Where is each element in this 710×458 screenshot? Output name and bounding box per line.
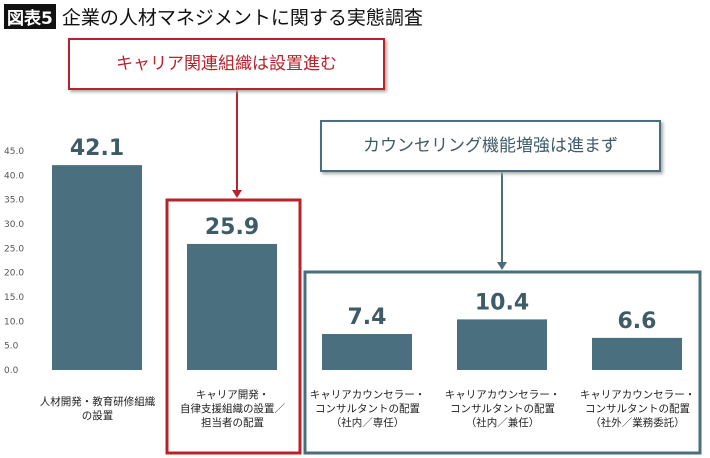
title-text: 企業の人材マネジメントに関する実態調査 [61, 7, 423, 29]
bar-4 [592, 337, 682, 370]
red-callout: キャリア関連組織は設置進む [68, 38, 385, 90]
category-label-line: の設置 [81, 410, 114, 422]
figure-badge: 図表5 [4, 4, 56, 29]
category-label-line: キャリアカウンセラー・ [579, 389, 696, 401]
blue-arrowhead-icon [497, 262, 507, 270]
category-label-line: （社外／業務委託） [590, 417, 685, 429]
value-label: 25.9 [205, 215, 259, 240]
category-label: キャリアカウンセラー・ コンサルタントの配置 （社外／業務委託） [570, 388, 705, 430]
category-label-line: コンサルタントの配置 [450, 403, 555, 415]
bar-0 [52, 165, 142, 370]
chart-title: 図表5 企業の人材マネジメントに関する実態調査 [4, 3, 423, 30]
category-label-line: キャリアカウンセラー・ [444, 389, 561, 401]
bar-2 [322, 333, 412, 370]
red-highlight-box [165, 198, 302, 455]
blue-callout: カウンセリング機能増強は進まず [320, 120, 661, 172]
y-tick-label: 15.0 [4, 293, 24, 303]
category-label-line: コンサルタントの配置 [315, 403, 420, 415]
category-label: キャリアカウンセラー・ コンサルタントの配置 （社内／専任） [300, 388, 435, 430]
blue-highlight-box [303, 270, 702, 455]
bar-1 [187, 243, 277, 370]
y-tick-label: 10.0 [4, 317, 24, 327]
category-label-line: 担当者の配置 [201, 417, 264, 429]
category-label-line: （社内／兼任） [465, 417, 540, 429]
value-label: 42.1 [70, 136, 124, 161]
red-arrowhead-icon [232, 190, 242, 198]
category-label-line: キャリア開発・ [195, 389, 270, 401]
y-tick-label: 40.0 [4, 171, 24, 181]
category-label-line: コンサルタントの配置 [585, 403, 690, 415]
value-label: 6.6 [618, 309, 657, 334]
category-label-line: （社内／専任） [330, 417, 405, 429]
category-label-line: キャリアカウンセラー・ [309, 389, 426, 401]
y-tick-label: 30.0 [4, 220, 24, 230]
category-label-line: 人材開発・教育研修組織 [39, 396, 156, 408]
category-label: キャリアカウンセラー・ コンサルタントの配置 （社内／兼任） [435, 388, 570, 430]
category-label: キャリア開発・自律支援組織の設置／ 担当者の配置 [165, 388, 300, 430]
y-tick-label: 35.0 [4, 196, 24, 206]
y-tick-label: 0.0 [4, 366, 19, 376]
bar-3 [457, 319, 547, 370]
value-label: 7.4 [348, 305, 387, 330]
y-tick-label: 20.0 [4, 269, 24, 279]
y-tick-label: 25.0 [4, 244, 24, 254]
y-tick-label: 5.0 [4, 342, 19, 352]
y-tick-label: 45.0 [4, 147, 24, 157]
category-label: 人材開発・教育研修組織 の設置 [30, 395, 165, 423]
category-label-line: 自律支援組織の設置／ [180, 403, 285, 415]
value-label: 10.4 [475, 290, 529, 315]
